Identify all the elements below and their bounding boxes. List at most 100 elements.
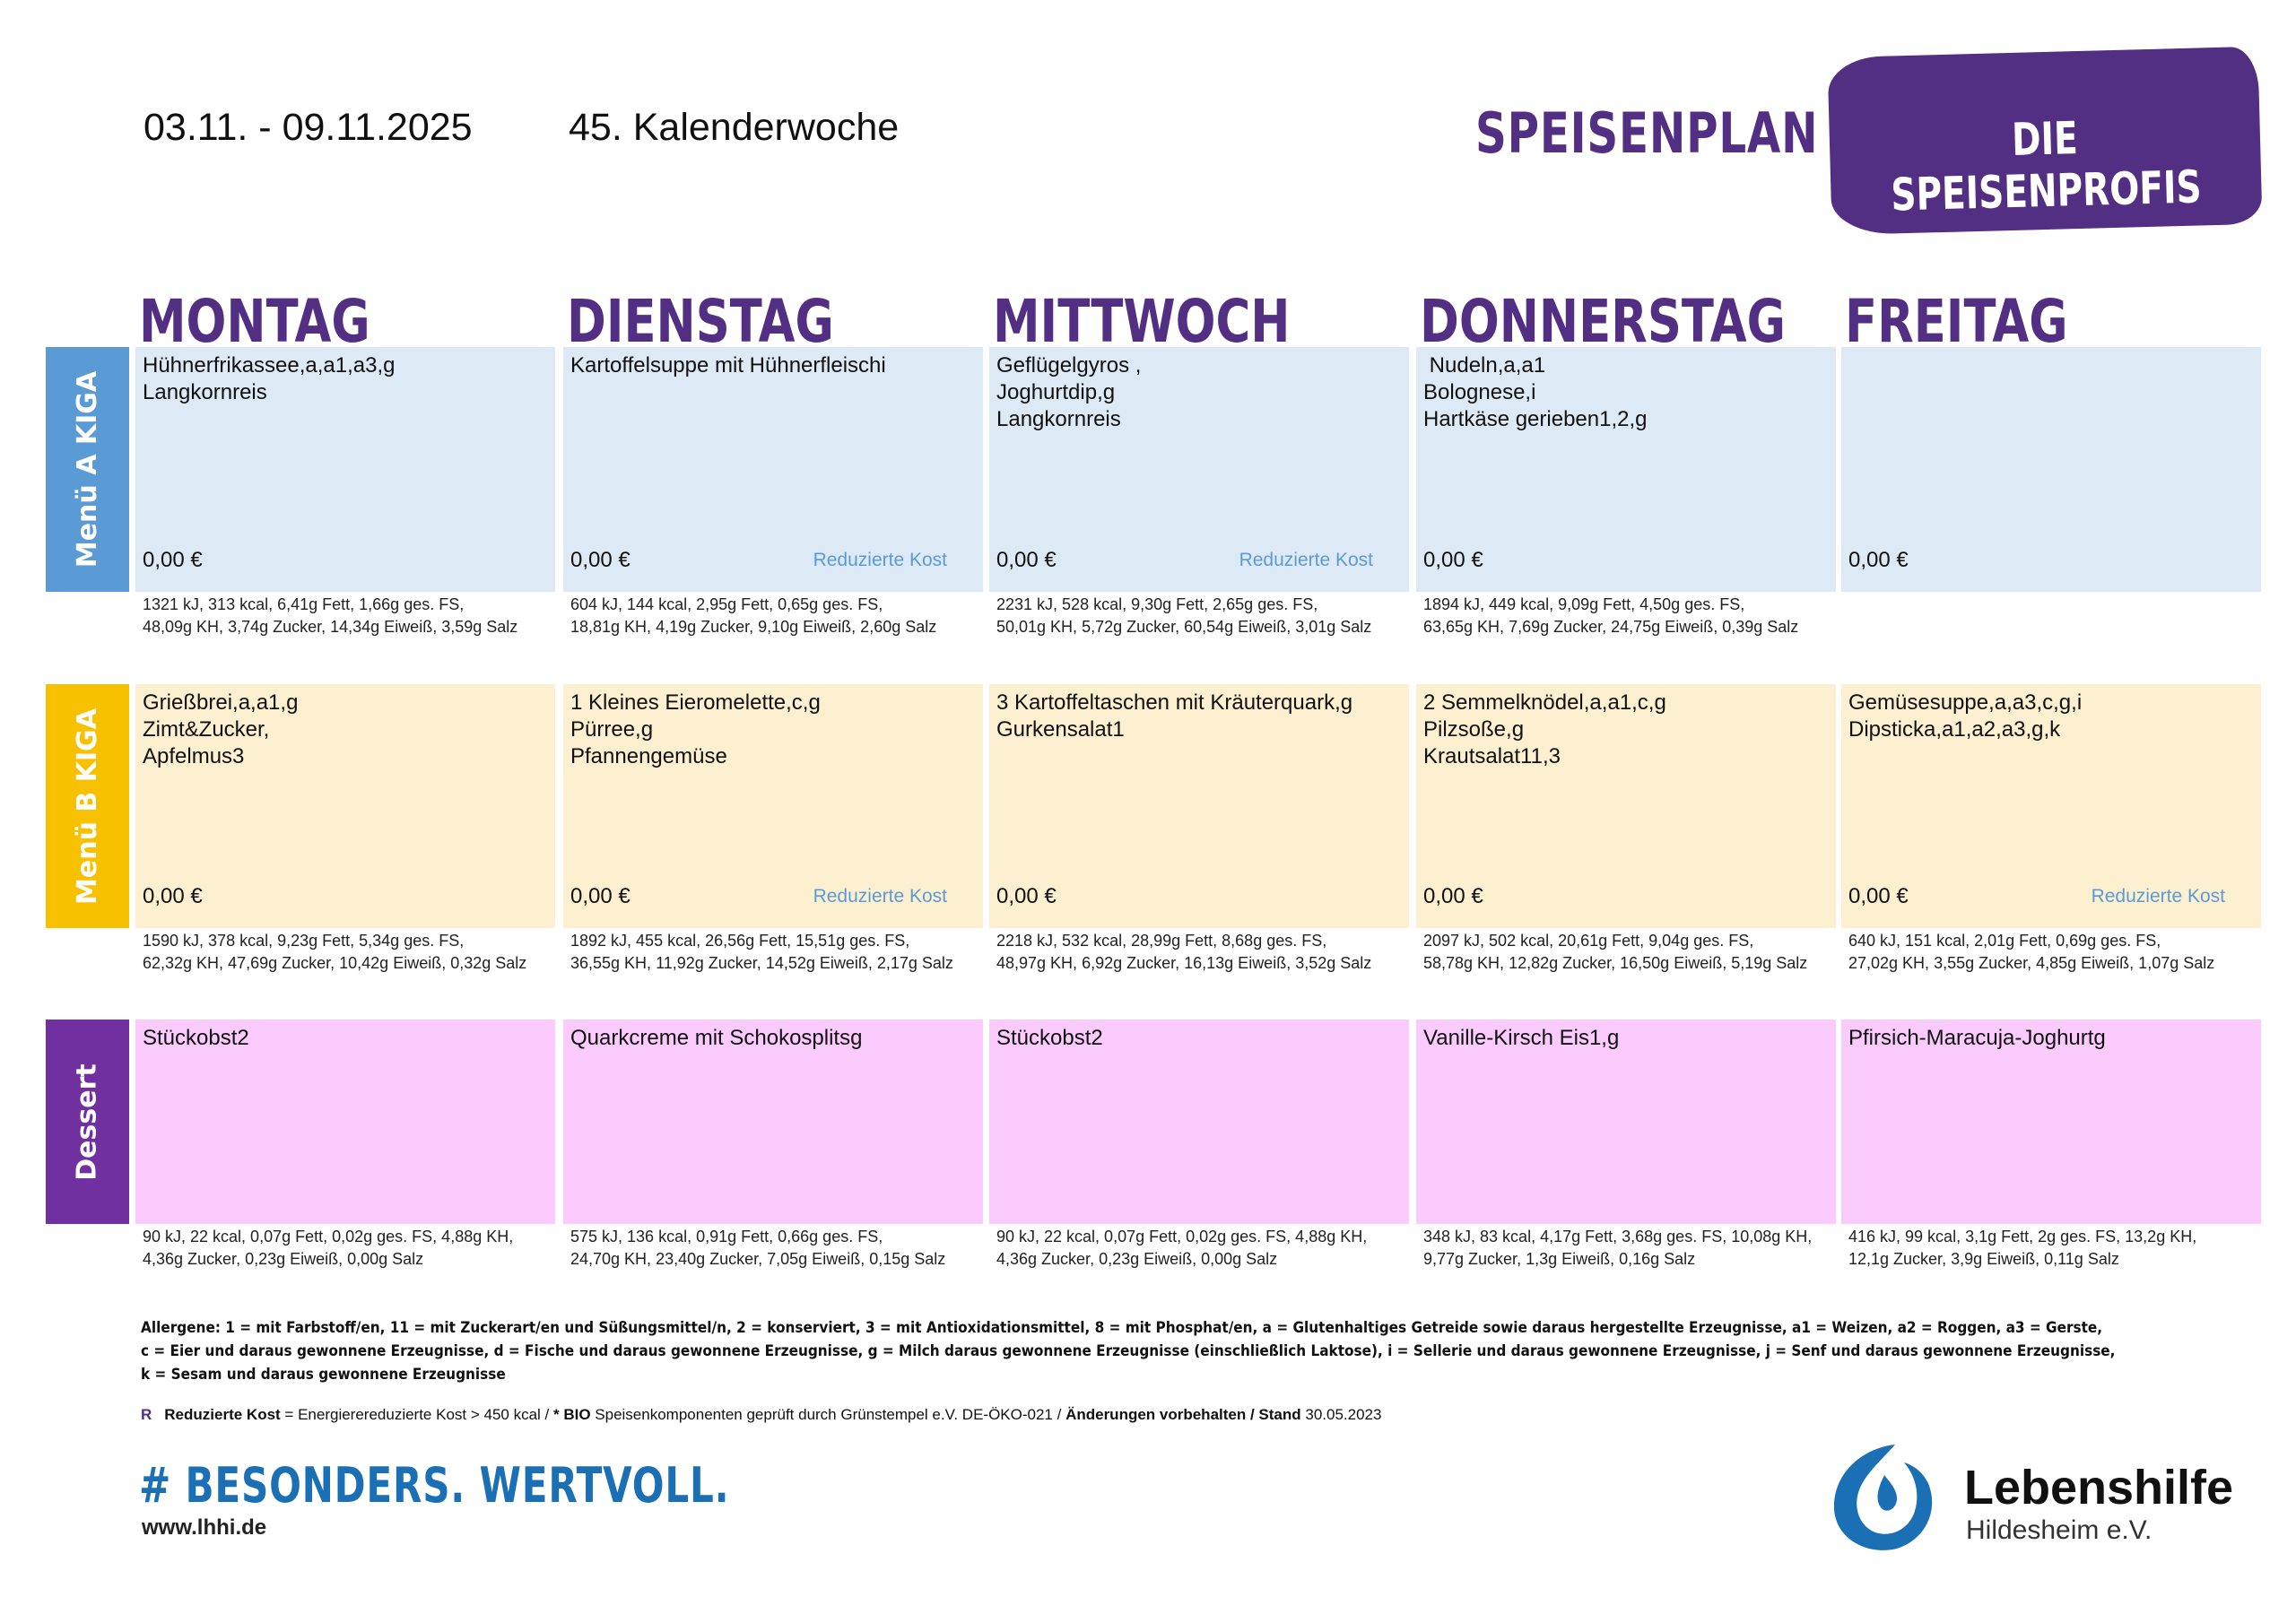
brand-logo: DIE SPEISENPROFIS: [1827, 46, 2263, 236]
legend-bio: * BIO: [553, 1406, 591, 1423]
dish-line: Zimt&Zucker,: [143, 717, 270, 742]
menu-cell: Geflügelgyros , Joghurtdip,g Langkornreis 0…: [989, 347, 1409, 592]
day-heading-2: MITTWOCH: [993, 287, 1291, 356]
reduced-diet-label: Reduzierte Kost: [813, 886, 947, 907]
legend-line: R Reduzierte Kost = Energierereduzierte K…: [141, 1406, 1381, 1424]
nutrition-info: 90 kJ, 22 kcal, 0,07g Fett, 0,02g ges. F…: [135, 1226, 555, 1271]
org-name: Lebenshilfe: [1964, 1461, 2234, 1515]
menu-cell: Vanille-Kirsch Eis1,g: [1416, 1020, 1836, 1224]
menu-cell: Grießbrei,a,a1,g Zimt&Zucker, Apfelmus3 0,0…: [135, 684, 555, 928]
page-title: SPEISENPLAN: [1475, 100, 1819, 166]
nutrition-info: 90 kJ, 22 kcal, 0,07g Fett, 0,02g ges. F…: [989, 1226, 1409, 1271]
dish-line: Geflügelgyros ,: [996, 353, 1142, 378]
nutrition-info: 1894 kJ, 449 kcal, 9,09g Fett, 4,50g ges…: [1416, 594, 1836, 638]
menu-cell: 3 Kartoffeltaschen mit Kräuterquark,g Gur…: [989, 684, 1409, 928]
slogan: # BESONDERS. WERTVOLL.: [139, 1457, 730, 1514]
dish-line: Pürree,g: [570, 717, 654, 742]
dish-line: Kartoffelsuppe mit Hühnerfleischi: [570, 353, 886, 378]
dish-line: 3 Kartoffeltaschen mit Kräuterquark,g: [996, 690, 1353, 715]
dish-line: Langkornreis: [143, 380, 267, 404]
row-label-text: Dessert: [72, 1063, 104, 1181]
menu-cell: 0,00 €: [1841, 347, 2261, 592]
menu-cell: Hühnerfrikassee,a,a1,a3,g Langkornreis 0,0…: [135, 347, 555, 592]
price: 0,00 €: [570, 884, 631, 908]
org-location: Hildesheim e.V.: [1966, 1515, 2152, 1545]
menu-cell: Gemüsesuppe,a,a3,c,g,i Dipsticka,a1,a2,a3…: [1841, 684, 2261, 928]
row-label: Menü B KIGA: [46, 684, 129, 928]
day-heading-0: MONTAG: [139, 287, 370, 356]
allergen-line: Allergene: 1 = mit Farbstoff/en, 11 = mi…: [141, 1319, 2103, 1337]
nutrition-info: 2231 kJ, 528 kcal, 9,30g Fett, 2,65g ges…: [989, 594, 1409, 638]
dish-line: Bolognese,i: [1423, 380, 1536, 404]
reduced-marker: R: [141, 1406, 152, 1423]
menu-cell: Stückobst2: [989, 1020, 1409, 1224]
nutrition-line: 24,70g KH, 23,40g Zucker, 7,05g Eiweiß, …: [570, 1250, 946, 1268]
nutrition-info: 604 kJ, 144 kcal, 2,95g Fett, 0,65g ges.…: [563, 594, 983, 638]
price: 0,00 €: [143, 548, 203, 572]
nutrition-line: 48,97g KH, 6,92g Zucker, 16,13g Eiweiß, …: [996, 954, 1372, 972]
nutrition-line: 1892 kJ, 455 kcal, 26,56g Fett, 15,51g g…: [570, 932, 910, 950]
nutrition-info: 1892 kJ, 455 kcal, 26,56g Fett, 15,51g g…: [563, 930, 983, 975]
menu-cell: Kartoffelsuppe mit Hühnerfleischi 0,00 € R…: [563, 347, 983, 592]
nutrition-info: 575 kJ, 136 kcal, 0,91g Fett, 0,66g ges.…: [563, 1226, 983, 1271]
nutrition-line: 2231 kJ, 528 kcal, 9,30g Fett, 2,65g ges…: [996, 595, 1318, 613]
reduced-diet-label: Reduzierte Kost: [1239, 550, 1373, 570]
dish-line: 1 Kleines Eieromelette,c,g: [570, 690, 821, 715]
day-heading-1: DIENSTAG: [567, 287, 834, 356]
legend-date: 30.05.2023: [1300, 1406, 1382, 1423]
nutrition-info: 1590 kJ, 378 kcal, 9,23g Fett, 5,34g ges…: [135, 930, 555, 975]
menu-cell: Pfirsich-Maracuja-Joghurtg: [1841, 1020, 2261, 1224]
nutrition-line: 2218 kJ, 532 kcal, 28,99g Fett, 8,68g ge…: [996, 932, 1327, 950]
nutrition-line: 63,65g KH, 7,69g Zucker, 24,75g Eiweiß, …: [1423, 618, 1799, 636]
dish-line: Nudeln,a,a1: [1423, 353, 1546, 378]
price: 0,00 €: [996, 548, 1057, 572]
nutrition-line: 18,81g KH, 4,19g Zucker, 9,10g Eiweiß, 2…: [570, 618, 937, 636]
menu-cell: Quarkcreme mit Schokosplitsg: [563, 1020, 983, 1224]
row-label-text: Menü B KIGA: [72, 707, 104, 905]
dish-line: Grießbrei,a,a1,g: [143, 690, 299, 715]
nutrition-line: 48,09g KH, 3,74g Zucker, 14,34g Eiweiß, …: [143, 618, 518, 636]
nutrition-line: 4,36g Zucker, 0,23g Eiweiß, 0,00g Salz: [996, 1250, 1278, 1268]
row-label: Menü A KIGA: [46, 347, 129, 592]
nutrition-info: 348 kJ, 83 kcal, 4,17g Fett, 3,68g ges. …: [1416, 1226, 1836, 1271]
allergen-line: k = Sesam und daraus gewonnene Erzeugnis…: [141, 1366, 506, 1384]
dish-line: Quarkcreme mit Schokosplitsg: [570, 1026, 863, 1050]
menu-cell: 1 Kleines Eieromelette,c,g Pürree,g Pfanne…: [563, 684, 983, 928]
dish-line: Vanille-Kirsch Eis1,g: [1423, 1026, 1620, 1050]
day-heading-4: FREITAG: [1845, 287, 2068, 356]
dish-line: Pfannengemüse: [570, 744, 727, 768]
price: 0,00 €: [996, 884, 1057, 908]
legend-bio-text: Speisenkomponenten geprüft durch Grünste…: [590, 1406, 1066, 1423]
nutrition-line: 62,32g KH, 47,69g Zucker, 10,42g Eiweiß,…: [143, 954, 527, 972]
dish-line: Dipsticka,a1,a2,a3,g,k: [1848, 717, 2061, 742]
nutrition-line: 90 kJ, 22 kcal, 0,07g Fett, 0,02g ges. F…: [143, 1228, 514, 1245]
lebenshilfe-logo-icon: [1833, 1445, 1933, 1550]
nutrition-line: 348 kJ, 83 kcal, 4,17g Fett, 3,68g ges. …: [1423, 1228, 1813, 1245]
legend-reduced-text: = Energierereduzierte Kost > 450 kcal /: [280, 1406, 553, 1423]
nutrition-line: 36,55g KH, 11,92g Zucker, 14,52g Eiweiß,…: [570, 954, 953, 972]
calendar-week: 45. Kalenderwoche: [569, 106, 900, 149]
reduced-diet-label: Reduzierte Kost: [2091, 886, 2225, 907]
menu-cell: Stückobst2: [135, 1020, 555, 1224]
nutrition-line: 27,02g KH, 3,55g Zucker, 4,85g Eiweiß, 1…: [1848, 954, 2215, 972]
nutrition-info: 416 kJ, 99 kcal, 3,1g Fett, 2g ges. FS, …: [1841, 1226, 2261, 1271]
row-label-text: Menü A KIGA: [72, 370, 103, 568]
website-link[interactable]: www.lhhi.de: [142, 1515, 267, 1540]
dish-line: 2 Semmelknödel,a,a1,c,g: [1423, 690, 1666, 715]
nutrition-line: 1894 kJ, 449 kcal, 9,09g Fett, 4,50g ges…: [1423, 595, 1745, 613]
dish-line: Hühnerfrikassee,a,a1,a3,g: [143, 353, 396, 378]
legend-changes: Änderungen vorbehalten / Stand: [1065, 1406, 1301, 1423]
dish-line: Stückobst2: [143, 1026, 249, 1050]
dish-line: Langkornreis: [996, 407, 1121, 431]
dish-line: Gurkensalat1: [996, 717, 1125, 742]
dish-line: Pilzsoße,g: [1423, 717, 1525, 742]
nutrition-line: 1590 kJ, 378 kcal, 9,23g Fett, 5,34g ges…: [143, 932, 465, 950]
price: 0,00 €: [143, 884, 203, 908]
menu-cell: 2 Semmelknödel,a,a1,c,g Pilzsoße,g Krautsa…: [1416, 684, 1836, 928]
nutrition-line: 640 kJ, 151 kcal, 2,01g Fett, 0,69g ges.…: [1848, 932, 2161, 950]
allergen-line: c = Eier und daraus gewonnene Erzeugniss…: [141, 1342, 2116, 1360]
price: 0,00 €: [1848, 884, 1909, 908]
brand-logo-text: DIE SPEISENPROFIS: [1890, 112, 2203, 221]
price: 0,00 €: [570, 548, 631, 572]
reduced-diet-label: Reduzierte Kost: [813, 550, 947, 570]
